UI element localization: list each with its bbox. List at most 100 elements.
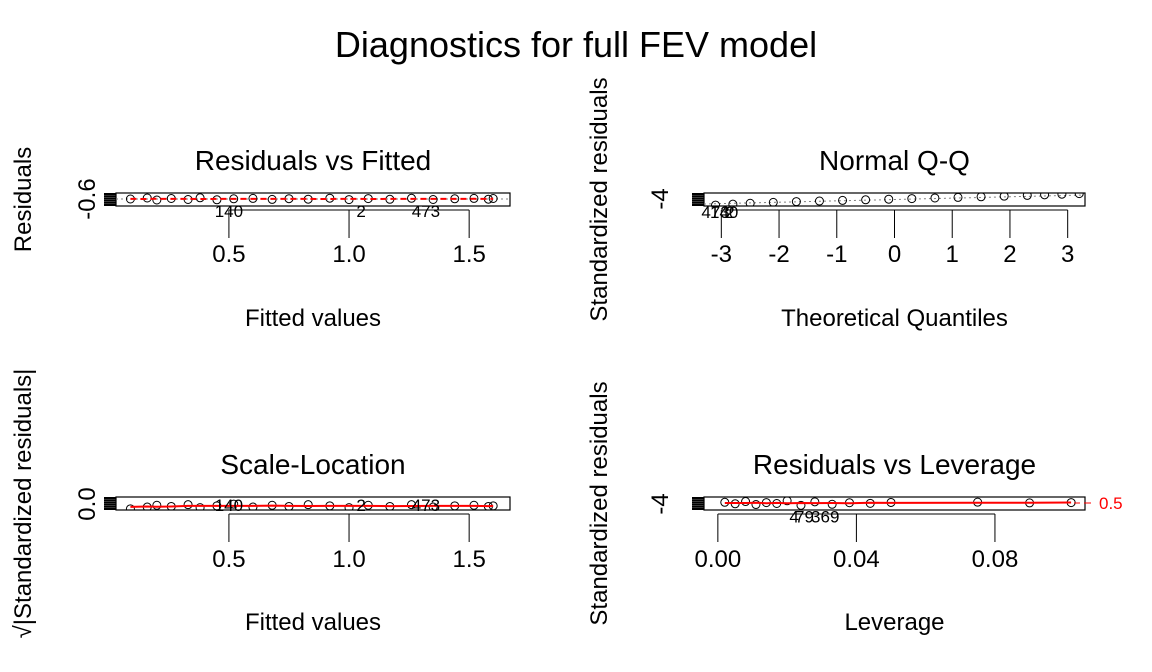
data-point bbox=[248, 193, 258, 203]
x-tick-label: 1.0 bbox=[332, 546, 365, 573]
panel-4: Residuals vs Leverage -4 Standardized resi… bbox=[586, 381, 1123, 636]
x-tick-label: -3 bbox=[711, 241, 732, 268]
x-tick-label: 1.5 bbox=[452, 546, 485, 573]
point-id-label: 2 bbox=[356, 202, 365, 221]
point-id-label: 473 bbox=[701, 203, 729, 222]
x-tick-label: 1.5 bbox=[452, 241, 485, 268]
data-point bbox=[814, 196, 824, 206]
point-id-label: 2 bbox=[356, 496, 365, 515]
data-point bbox=[745, 198, 755, 206]
data-point bbox=[1040, 193, 1050, 200]
data-point bbox=[195, 193, 205, 203]
x-axis-label: Leverage bbox=[844, 609, 944, 636]
x-tick-label: 0.5 bbox=[212, 546, 245, 573]
x-tick-label: -2 bbox=[768, 241, 789, 268]
data-point bbox=[976, 193, 986, 202]
figure-title: Diagnostics for full FEV model bbox=[335, 24, 817, 65]
data-point bbox=[796, 500, 806, 510]
x-axis-label: Fitted values bbox=[245, 609, 381, 636]
point-id-label: 473 bbox=[412, 202, 440, 221]
reference-line bbox=[704, 194, 1085, 205]
data-point bbox=[884, 194, 894, 204]
y-tick-label: 0.0 bbox=[74, 487, 101, 520]
data-point bbox=[930, 193, 940, 203]
panel-title: Residuals vs Leverage bbox=[753, 449, 1036, 480]
y-axis-label: √|Standardized residuals| bbox=[10, 369, 37, 639]
data-point bbox=[751, 500, 761, 510]
data-point bbox=[827, 499, 837, 509]
point-id-label: 4 bbox=[789, 508, 798, 527]
point-id-label: 140 bbox=[215, 496, 243, 515]
x-tick-label: 0.04 bbox=[833, 546, 880, 573]
data-point bbox=[469, 193, 479, 203]
x-tick-label: 1 bbox=[946, 241, 959, 268]
data-point bbox=[782, 497, 792, 506]
data-point bbox=[1074, 193, 1084, 199]
data-point bbox=[303, 500, 313, 510]
point-id-label: 2 bbox=[725, 203, 734, 222]
x-tick-label: 0.5 bbox=[212, 241, 245, 268]
plot-area bbox=[720, 497, 1085, 510]
data-point bbox=[953, 193, 963, 202]
panel-2: Normal Q-Q -4 Standardized residuals -3 -2 -1… bbox=[586, 77, 1086, 332]
plot-area bbox=[116, 193, 510, 205]
x-tick-label: 3 bbox=[1061, 241, 1074, 268]
panel-title: Scale-Location bbox=[220, 449, 405, 480]
data-point bbox=[741, 497, 751, 507]
y-tick-label: -4 bbox=[647, 493, 674, 514]
data-point bbox=[152, 195, 162, 205]
data-point bbox=[344, 503, 354, 510]
data-point bbox=[229, 499, 239, 509]
data-point bbox=[861, 195, 871, 205]
smoother-line bbox=[130, 504, 494, 508]
x-axis-label: Theoretical Quantiles bbox=[781, 305, 1008, 332]
x-tick-label: 0.00 bbox=[694, 546, 741, 573]
y-tick-label: -0.6 bbox=[74, 178, 101, 219]
data-point bbox=[728, 199, 738, 206]
data-point bbox=[907, 194, 917, 204]
data-point bbox=[428, 195, 438, 204]
data-point bbox=[152, 500, 162, 510]
data-point bbox=[125, 504, 135, 510]
x-tick-label: 1.0 bbox=[332, 241, 365, 268]
data-point bbox=[768, 197, 778, 206]
data-point bbox=[183, 500, 193, 510]
x-axis-label: Fitted values bbox=[245, 305, 381, 332]
plot-area bbox=[704, 193, 1085, 206]
y-axis-label: Standardized residuals bbox=[586, 381, 613, 625]
point-id-label: 473 bbox=[412, 496, 440, 515]
plot-frame bbox=[703, 192, 1086, 207]
y-tick-label: -4 bbox=[647, 188, 674, 209]
plot-area bbox=[125, 499, 498, 510]
x-tick-label: 0.08 bbox=[972, 546, 1019, 573]
x-tick-label: -1 bbox=[826, 241, 847, 268]
data-point bbox=[1022, 193, 1032, 200]
data-point bbox=[1057, 193, 1067, 199]
data-point bbox=[838, 195, 848, 205]
panel-title: Normal Q-Q bbox=[819, 145, 970, 176]
point-id-label: 140 bbox=[215, 202, 243, 221]
point-id-label: 369 bbox=[811, 508, 839, 527]
data-point bbox=[810, 497, 820, 507]
data-point bbox=[791, 197, 801, 206]
data-point bbox=[999, 193, 1009, 201]
panel-title: Residuals vs Fitted bbox=[195, 145, 432, 176]
data-point bbox=[488, 194, 498, 203]
data-point bbox=[711, 200, 721, 206]
y-axis-label: Standardized residuals bbox=[586, 77, 613, 321]
data-point bbox=[248, 502, 258, 510]
x-tick-label: 0 bbox=[888, 241, 901, 268]
diagnostic-panels: Residuals vs Fitted -0.6 Residuals 0.5 1.0 1.… bbox=[10, 77, 1123, 638]
y-axis-label: Residuals bbox=[10, 147, 37, 252]
panel-3: Scale-Location 0.0 √|Standardized residual… bbox=[10, 369, 511, 639]
data-point bbox=[407, 500, 416, 510]
data-point bbox=[428, 502, 438, 510]
cooks-distance-label: 0.5 bbox=[1099, 494, 1123, 513]
point-id-label: 140 bbox=[710, 203, 738, 222]
data-point bbox=[229, 194, 239, 204]
data-point bbox=[195, 503, 205, 510]
panel-1: Residuals vs Fitted -0.6 Residuals 0.5 1.0 1.… bbox=[10, 145, 511, 332]
plot-frame bbox=[115, 496, 511, 511]
x-tick-label: 2 bbox=[1003, 241, 1016, 268]
